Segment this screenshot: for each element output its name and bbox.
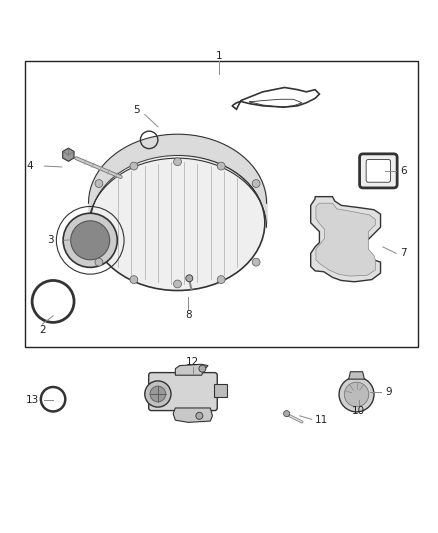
Text: 2: 2 [39, 325, 46, 335]
Circle shape [130, 276, 138, 284]
Text: 13: 13 [26, 394, 39, 405]
Circle shape [173, 280, 181, 288]
Text: 10: 10 [352, 407, 365, 416]
Circle shape [95, 180, 103, 188]
Text: 11: 11 [315, 415, 328, 425]
Polygon shape [175, 364, 208, 375]
Ellipse shape [90, 155, 265, 290]
Circle shape [150, 386, 166, 402]
Circle shape [252, 258, 260, 266]
Circle shape [186, 275, 193, 282]
FancyBboxPatch shape [360, 154, 397, 188]
Text: 7: 7 [400, 248, 407, 259]
Bar [25, 61, 418, 348]
FancyBboxPatch shape [149, 373, 217, 410]
Circle shape [284, 410, 290, 417]
Text: 12: 12 [186, 357, 199, 367]
Polygon shape [311, 197, 381, 282]
Text: 5: 5 [133, 105, 139, 115]
Circle shape [196, 413, 203, 419]
Circle shape [217, 276, 225, 284]
Circle shape [199, 365, 206, 372]
Circle shape [71, 221, 110, 260]
Polygon shape [63, 148, 74, 161]
Circle shape [145, 381, 171, 407]
Circle shape [344, 382, 369, 407]
Text: 3: 3 [48, 235, 54, 245]
Circle shape [63, 213, 117, 268]
Polygon shape [316, 203, 375, 276]
Text: 4: 4 [26, 161, 33, 171]
Text: 6: 6 [400, 166, 407, 176]
Circle shape [339, 377, 374, 412]
Circle shape [95, 258, 103, 266]
Circle shape [130, 162, 138, 170]
FancyBboxPatch shape [366, 159, 391, 182]
Polygon shape [173, 408, 212, 422]
Circle shape [173, 158, 181, 166]
Circle shape [252, 180, 260, 188]
Text: 8: 8 [185, 310, 192, 319]
Text: 9: 9 [385, 387, 392, 397]
Polygon shape [349, 372, 364, 379]
Circle shape [217, 162, 225, 170]
Text: 1: 1 [215, 51, 223, 61]
Bar [214, 384, 227, 398]
